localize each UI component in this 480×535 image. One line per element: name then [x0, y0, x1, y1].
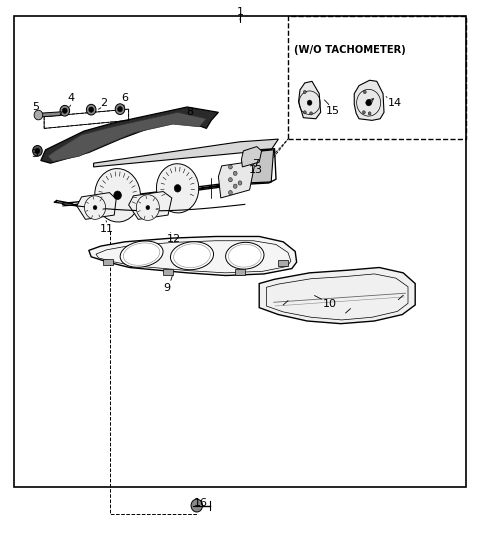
Circle shape	[136, 195, 159, 220]
Circle shape	[34, 110, 43, 120]
Text: 16: 16	[193, 498, 208, 508]
Text: (W/O TACHOMETER): (W/O TACHOMETER)	[294, 45, 405, 55]
Circle shape	[146, 205, 150, 210]
Text: 14: 14	[387, 98, 402, 108]
Text: 1: 1	[237, 7, 243, 17]
Text: 5: 5	[33, 102, 39, 112]
Bar	[235, 269, 245, 275]
Circle shape	[233, 184, 237, 188]
Polygon shape	[77, 193, 116, 219]
Bar	[278, 260, 288, 266]
Circle shape	[62, 108, 67, 113]
Circle shape	[60, 105, 70, 116]
Text: 8: 8	[186, 108, 193, 117]
Circle shape	[228, 178, 232, 182]
Text: 7: 7	[252, 159, 259, 169]
Circle shape	[89, 107, 94, 112]
Circle shape	[86, 104, 96, 115]
Circle shape	[191, 499, 203, 512]
Bar	[14, 16, 466, 487]
Circle shape	[303, 90, 306, 94]
Ellipse shape	[156, 164, 199, 213]
Text: 4: 4	[68, 94, 74, 103]
Circle shape	[363, 90, 366, 94]
Polygon shape	[41, 107, 218, 163]
Bar	[288, 16, 466, 139]
Circle shape	[228, 190, 232, 195]
Circle shape	[228, 165, 232, 169]
Polygon shape	[48, 112, 206, 162]
Polygon shape	[299, 81, 321, 119]
Ellipse shape	[170, 242, 214, 270]
Circle shape	[114, 191, 121, 200]
Text: 11: 11	[99, 224, 114, 234]
Polygon shape	[241, 147, 262, 167]
Circle shape	[362, 111, 365, 114]
Circle shape	[366, 100, 372, 106]
Text: 9: 9	[164, 283, 170, 293]
Text: 3: 3	[32, 149, 38, 159]
Text: 12: 12	[167, 234, 181, 244]
Circle shape	[368, 112, 371, 115]
Polygon shape	[245, 150, 274, 183]
Ellipse shape	[95, 169, 141, 222]
Circle shape	[303, 111, 306, 114]
Circle shape	[174, 185, 181, 192]
Text: 15: 15	[325, 106, 340, 116]
Polygon shape	[259, 268, 415, 324]
Polygon shape	[218, 162, 254, 198]
Circle shape	[307, 100, 312, 105]
Polygon shape	[94, 139, 278, 167]
Text: 2: 2	[100, 98, 107, 108]
Circle shape	[35, 148, 40, 154]
Bar	[103, 259, 113, 265]
Polygon shape	[36, 112, 61, 117]
Circle shape	[84, 196, 106, 219]
Circle shape	[115, 104, 125, 114]
Ellipse shape	[120, 241, 163, 268]
Circle shape	[233, 171, 237, 175]
Text: 6: 6	[121, 93, 128, 103]
Polygon shape	[62, 150, 271, 206]
Polygon shape	[89, 236, 297, 276]
Circle shape	[33, 146, 42, 156]
Circle shape	[238, 181, 242, 185]
Text: 13: 13	[249, 165, 263, 175]
Circle shape	[310, 112, 312, 115]
Ellipse shape	[226, 242, 264, 269]
Polygon shape	[129, 192, 172, 219]
Polygon shape	[354, 80, 384, 120]
Text: 10: 10	[323, 299, 337, 309]
Bar	[163, 269, 173, 275]
Circle shape	[118, 106, 122, 112]
Circle shape	[93, 205, 97, 210]
